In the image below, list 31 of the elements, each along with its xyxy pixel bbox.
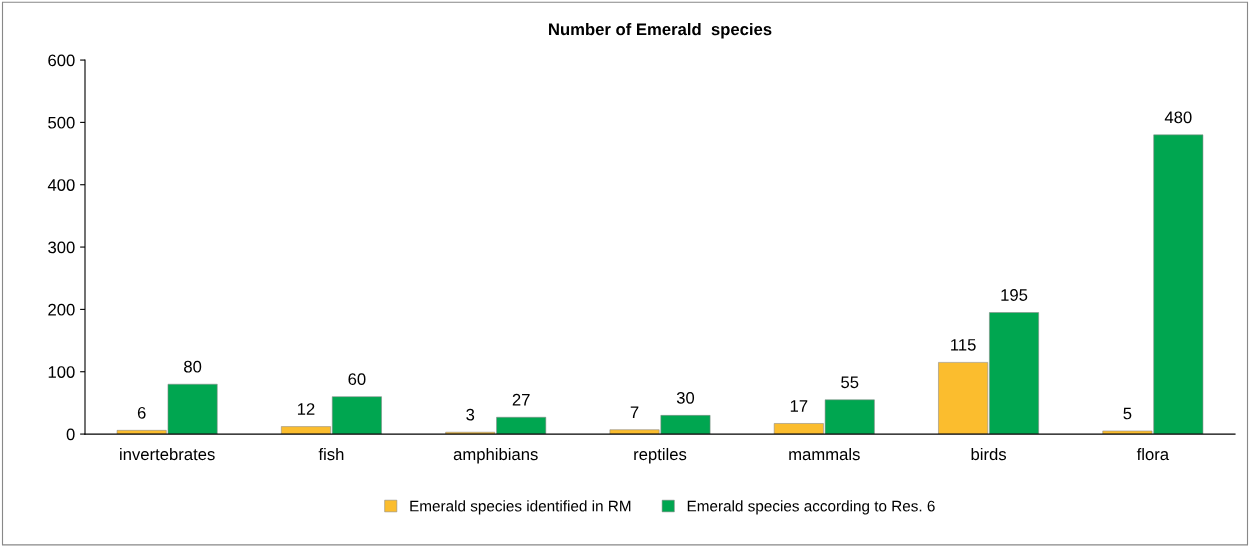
y-tick-label: 600	[48, 54, 75, 67]
data-label: 60	[348, 373, 366, 386]
legend-label: Emerald species identified in RM	[410, 500, 631, 515]
x-tick-label: fish	[318, 447, 344, 461]
y-tick-label: 200	[48, 303, 75, 316]
data-label: 55	[841, 376, 859, 389]
data-label: 30	[676, 391, 695, 404]
chart-title: Number of Emerald species	[549, 22, 772, 39]
data-label: 115	[951, 339, 976, 351]
y-tick-label: 400	[47, 179, 75, 191]
data-label: 80	[184, 360, 202, 373]
x-tick-label: reptiles	[634, 447, 687, 464]
legend-label: Emerald species according to Res. 6	[687, 500, 935, 515]
data-label: 480	[1164, 111, 1192, 124]
x-tick-label: amphibians	[453, 447, 538, 464]
data-label: 5	[1123, 407, 1132, 420]
y-tick-label: 100	[48, 366, 75, 378]
data-label: 195	[1001, 289, 1028, 301]
x-tick-label: birds	[971, 447, 1007, 461]
data-label: 12	[297, 403, 315, 415]
y-tick-label: 500	[48, 116, 75, 129]
x-tick-label: invertebrates	[120, 447, 215, 461]
data-label: 27	[512, 393, 530, 406]
y-tick-label: 0	[66, 428, 75, 441]
data-label: 3	[466, 408, 475, 421]
data-label: 6	[137, 406, 146, 419]
x-tick-label: mammals	[789, 447, 860, 461]
data-label: 17	[790, 400, 808, 412]
y-tick-label: 300	[48, 241, 75, 254]
x-tick-label: flora	[1136, 447, 1170, 461]
data-label: 7	[630, 406, 639, 418]
